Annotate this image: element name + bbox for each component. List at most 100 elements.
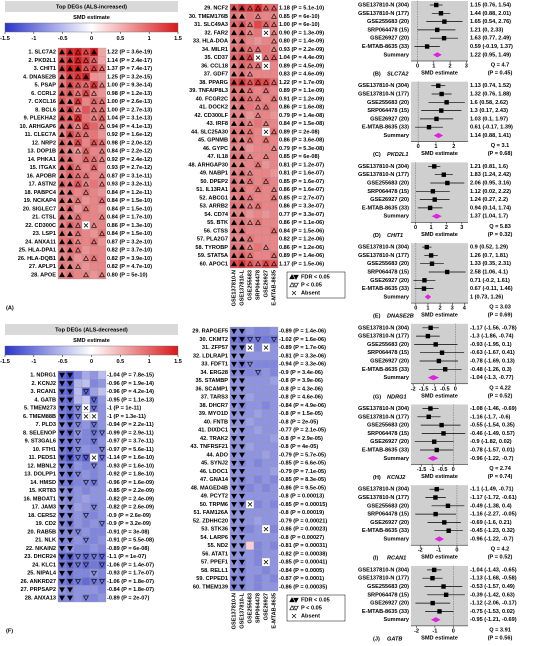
heatmap-cell — [253, 359, 263, 369]
significance-marker — [75, 554, 81, 560]
significance-marker — [59, 521, 65, 527]
gene-label: 6. CCRL2 — [31, 91, 56, 97]
study-label: SRP064478 (15) — [367, 431, 409, 437]
heatmap-cell — [89, 511, 99, 520]
significance-marker — [231, 551, 237, 557]
heatmap-cell — [97, 494, 107, 504]
gene-label: 18. PABPC4 — [24, 190, 56, 196]
gene-label: 31. ZFP57 — [202, 345, 228, 351]
summary-label: Summary — [384, 133, 410, 139]
significance-marker — [271, 46, 277, 52]
significance-marker — [99, 562, 105, 568]
gene-stat: -0.92 (P = 1.8e-10) — [107, 472, 154, 478]
study-estimate — [446, 528, 451, 533]
significance-marker — [271, 260, 277, 267]
gene-label: 30. CKMT2 — [199, 337, 228, 343]
heatmap-cell — [253, 582, 263, 592]
significance-marker — [239, 584, 245, 590]
significance-marker — [91, 397, 97, 403]
study-estimate — [441, 172, 447, 177]
heatmap-cell — [253, 28, 263, 38]
study-label: GSE255683 (20) — [367, 503, 409, 509]
heatmap-cell — [81, 568, 91, 578]
heatmap-cell — [253, 168, 263, 178]
gene-stat: -0.9 (P = 3.2e-09) — [107, 521, 151, 527]
gene-stat: -0.91 (P = 3e-08) — [107, 529, 149, 535]
significance-marker — [75, 447, 81, 453]
significance-marker — [239, 260, 245, 267]
x-tick-label: 1 — [434, 144, 437, 150]
significance-marker — [247, 260, 253, 267]
study-estimate — [443, 592, 449, 597]
study-label: GSE26927 (20) — [370, 358, 409, 364]
plot-background — [411, 162, 468, 223]
heatmap-cell — [245, 524, 255, 534]
heatmap-cell — [253, 541, 263, 550]
significance-marker — [67, 381, 73, 387]
gene-stat: -0.8 (P = 4.3e-06) — [279, 386, 323, 392]
estimate-label: -1.08 (-1.46, -0.69) — [470, 406, 517, 412]
gene-stat: 1.00 (P = 9.3e-14) — [107, 83, 152, 89]
study-label: GSE137810-N (177) — [358, 172, 409, 178]
significance-marker — [231, 477, 237, 483]
estimate-label: -0.9 (-1.82, 0.02) — [470, 439, 512, 445]
heatmap-cell — [261, 549, 271, 559]
legend-label: P < 0.05 — [301, 605, 322, 611]
gene-name: SLC7A2 — [387, 71, 409, 77]
significance-marker — [263, 5, 269, 11]
absent-marker — [83, 405, 89, 411]
heterogeneity-q: Q = 4.22 — [489, 385, 511, 391]
summary-label: Summary — [384, 456, 410, 462]
gene-stat: 0.87 (P = 3.2e-10) — [107, 239, 152, 245]
significance-marker — [59, 488, 65, 494]
summary-estimate: -0.96 (-1.22, -0.7) — [470, 536, 514, 542]
heatmap-cell — [253, 500, 263, 509]
significance-marker — [67, 263, 73, 269]
significance-marker — [91, 405, 97, 412]
significance-marker — [67, 271, 73, 278]
dataset-label: SRP064478 — [255, 270, 261, 300]
heatmap-cell — [261, 500, 271, 509]
absent-marker — [255, 55, 261, 60]
heatmap-cell — [81, 229, 91, 238]
significance-marker — [231, 137, 237, 143]
heatmap-cell — [89, 469, 99, 479]
gene-label: 2. PKD2L1 — [28, 58, 56, 64]
heatmap-cell — [97, 254, 107, 263]
significance-marker — [239, 353, 245, 359]
gene-label: 33. HLA-DOA — [193, 39, 228, 45]
gene-stat: -0.96 (P = 1.6e-09) — [107, 480, 154, 486]
gene-label: 37. TARS3 — [201, 395, 228, 401]
gene-label: 38. PPARG — [199, 80, 228, 86]
heatmap-cell — [89, 445, 99, 454]
heatmap-cell — [261, 210, 271, 219]
significance-marker — [59, 513, 65, 519]
heterogeneity-q: Q = 3.1 — [491, 143, 510, 149]
gene-stat: -1.06 (P = 1.8e-07) — [107, 579, 154, 585]
estimate-label: 0.67 (-0.11, 1.46) — [470, 286, 513, 292]
gene-stat: 0.86 (P = 1.3e-10) — [107, 223, 152, 229]
significance-marker — [67, 247, 73, 253]
significance-marker — [255, 46, 261, 52]
significance-marker — [59, 82, 65, 88]
heatmap-cell — [261, 226, 271, 236]
gene-label: 32. FAR2 — [204, 30, 228, 36]
study-estimate — [439, 422, 444, 428]
significance-marker — [91, 430, 97, 436]
significance-marker — [231, 145, 237, 151]
heatmap-cell — [89, 229, 99, 238]
summary-estimate: -0.96 (-1.22, -0.7) — [470, 456, 514, 462]
gene-label: 14. PHKA1 — [28, 157, 56, 163]
significance-marker — [247, 87, 253, 93]
significance-marker — [59, 471, 65, 478]
significance-marker — [231, 227, 237, 234]
significance-marker — [271, 5, 277, 11]
gene-stat: 0.85 (P = 6e-08) — [279, 154, 320, 160]
gene-label: 42. CD300LF — [194, 113, 228, 119]
heatmap-cell — [245, 144, 255, 153]
heatmap-cell — [97, 245, 107, 255]
significance-marker — [67, 123, 73, 129]
heatmap-cell — [73, 387, 83, 396]
significance-marker — [99, 98, 105, 104]
estimate-label: 1.83 (1.24, 2.42) — [470, 172, 511, 178]
